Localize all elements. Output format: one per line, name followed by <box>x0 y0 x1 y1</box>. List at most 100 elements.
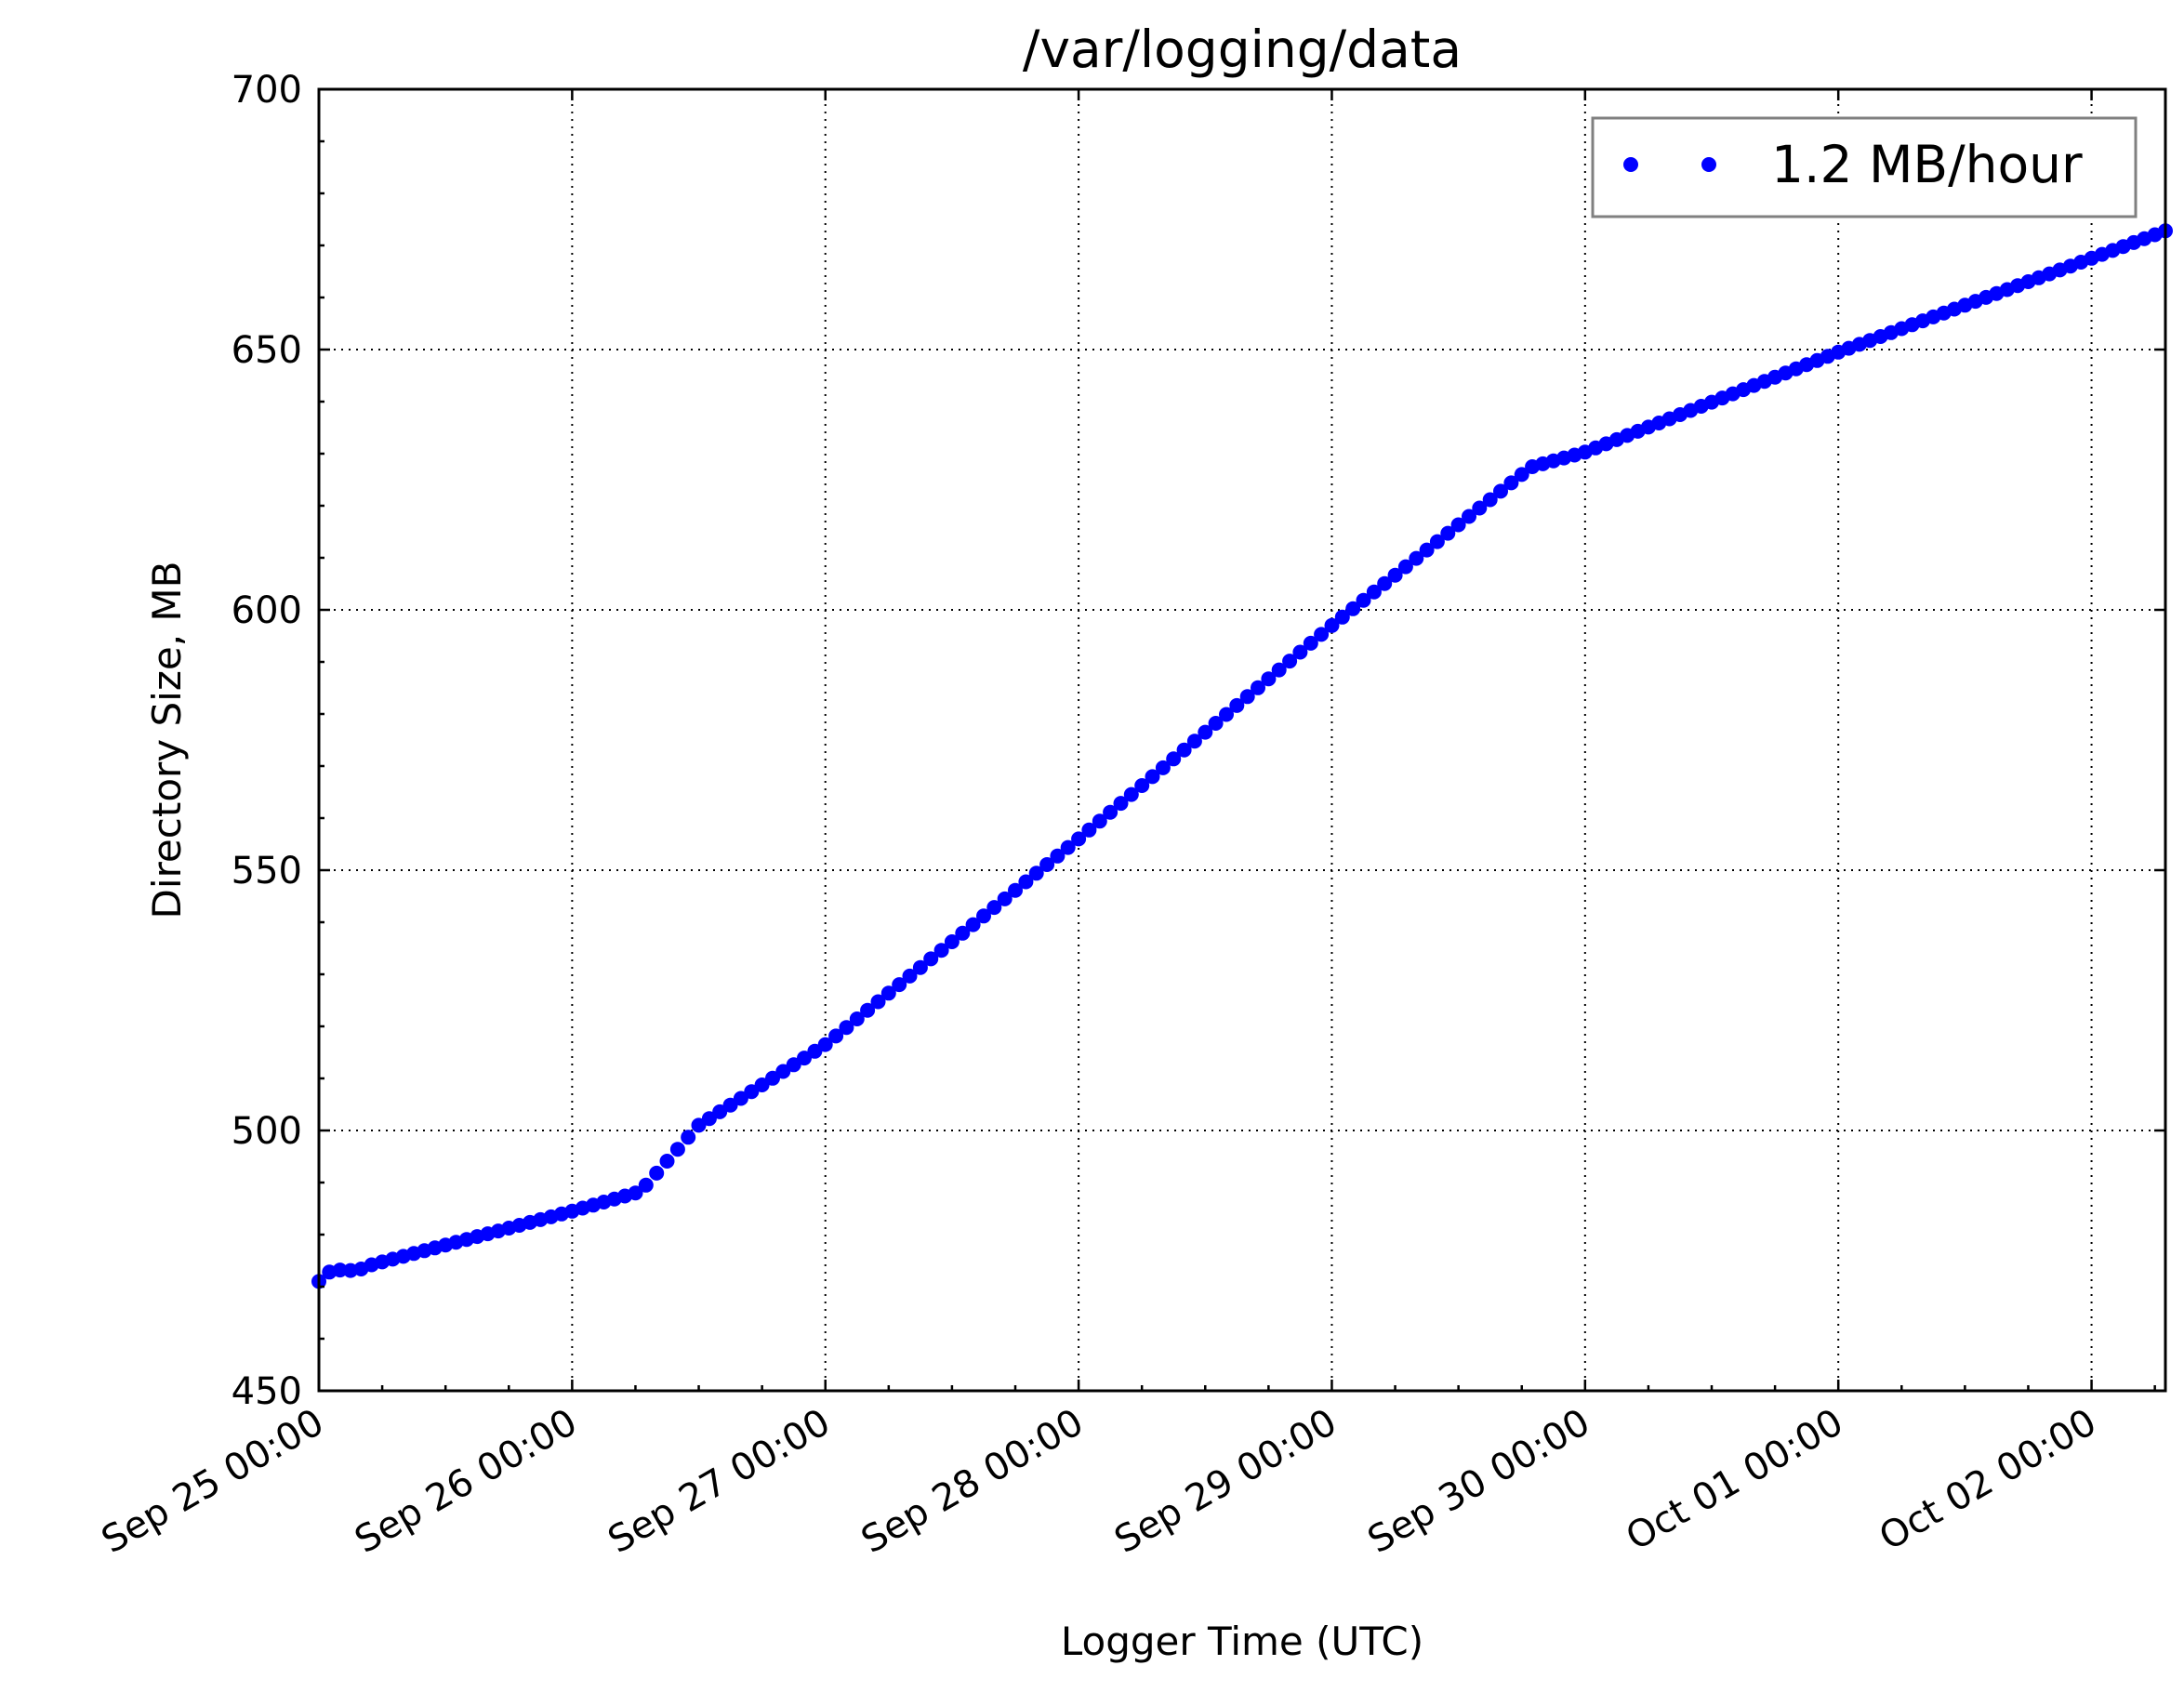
data-point <box>1503 475 1519 491</box>
data-point <box>1251 680 1265 695</box>
data-point <box>628 1185 643 1201</box>
data-point <box>986 900 1002 916</box>
data-point <box>1303 635 1318 651</box>
data-point <box>1314 627 1330 642</box>
x-tick-label: Sep 27 00:00 <box>602 1401 838 1562</box>
data-point <box>1397 559 1413 575</box>
data-point <box>1261 671 1277 687</box>
plot-frame <box>317 87 2167 1393</box>
data-point <box>860 1002 876 1018</box>
data-point <box>870 994 886 1010</box>
x-tick-label: Sep 28 00:00 <box>854 1401 1091 1562</box>
data-point <box>1081 822 1097 838</box>
data-point <box>912 959 928 975</box>
data-point <box>1356 592 1371 608</box>
data-point <box>1366 584 1382 600</box>
data-point <box>1134 778 1150 793</box>
data-point <box>1409 550 1424 566</box>
data-point <box>1450 517 1466 533</box>
data-point <box>976 908 991 924</box>
data-point <box>892 977 907 993</box>
data-point <box>839 1020 854 1036</box>
x-axis-label: Logger Time (UTC) <box>1061 1619 1423 1664</box>
data-point <box>1239 689 1255 705</box>
x-tick-label: Sep 29 00:00 <box>1107 1401 1343 1562</box>
x-tick-label: Sep 30 00:00 <box>1361 1401 1597 1562</box>
data-point <box>1334 609 1350 625</box>
data-point <box>659 1154 675 1169</box>
data-point <box>1292 644 1308 660</box>
data-point <box>1113 796 1129 812</box>
data-point <box>691 1117 707 1133</box>
x-tick-label: Sep 26 00:00 <box>348 1401 584 1562</box>
data-point <box>1166 751 1182 767</box>
data-point <box>1198 724 1213 740</box>
data-point <box>701 1111 717 1127</box>
data-point <box>1028 866 1044 881</box>
data-point <box>1271 662 1287 678</box>
data-point <box>923 951 939 967</box>
y-tick-label: 650 <box>232 329 302 372</box>
data-point <box>1377 575 1393 591</box>
grid-lines <box>319 89 2165 1391</box>
data-point <box>1482 492 1498 508</box>
data-point <box>1229 697 1245 713</box>
data-point <box>1018 874 1034 890</box>
data-point <box>1208 716 1224 731</box>
data-point <box>1060 839 1076 855</box>
data-point <box>775 1064 791 1079</box>
data-point <box>1186 734 1202 749</box>
x-tick-labels: Sep 25 00:00 Sep 26 00:00 Sep 27 00:00 Sep … <box>95 1401 2104 1562</box>
data-point <box>828 1028 844 1044</box>
data-point <box>1345 601 1361 616</box>
legend: 1.2 MB/hour <box>1591 116 2138 218</box>
data-point <box>1462 509 1476 524</box>
data-point <box>817 1037 833 1052</box>
data-point <box>1282 654 1298 669</box>
data-point <box>933 943 949 958</box>
data-point <box>1429 534 1445 549</box>
data-point <box>1493 483 1508 499</box>
data-point <box>1387 567 1403 583</box>
legend-label: 1.2 MB/hour <box>1771 135 2083 194</box>
y-tick-label: 550 <box>232 850 302 892</box>
data-point <box>1071 831 1087 847</box>
data-point <box>1008 882 1023 898</box>
y-tick-label: 600 <box>232 589 302 632</box>
y-tick-label: 700 <box>232 69 302 112</box>
data-point <box>669 1142 685 1157</box>
x-tick-label: Sep 25 00:00 <box>95 1401 331 1562</box>
data-point <box>1050 848 1066 864</box>
series-points <box>311 223 2173 1289</box>
data-point <box>1039 857 1055 872</box>
data-point <box>1419 542 1435 558</box>
data-point <box>1472 500 1488 516</box>
data-point <box>965 917 981 932</box>
data-point <box>1514 467 1529 482</box>
x-tick-label: Oct 01 00:00 <box>1619 1401 1850 1559</box>
data-point <box>638 1177 654 1193</box>
data-point <box>332 1262 348 1278</box>
data-point <box>955 925 971 941</box>
data-point <box>880 985 896 1001</box>
y-tick-label: 450 <box>232 1370 302 1413</box>
data-point <box>902 968 918 984</box>
data-point <box>1219 707 1234 722</box>
data-point <box>754 1077 770 1092</box>
data-point <box>1324 617 1340 633</box>
data-point <box>1176 742 1192 758</box>
data-point <box>733 1091 748 1106</box>
data-point <box>997 891 1013 906</box>
legend-marker-2 <box>1701 157 1716 172</box>
data-point <box>1440 525 1456 541</box>
data-point <box>1092 813 1107 829</box>
legend-marker-1 <box>1623 157 1638 172</box>
y-axis-label: Directory Size, MB <box>144 562 190 919</box>
data-point <box>649 1165 665 1181</box>
y-tick-label: 500 <box>232 1110 302 1153</box>
chart-title: /var/logging/data <box>1023 20 1462 79</box>
data-point <box>797 1051 812 1066</box>
y-tick-labels: 450 500 550 600 650 700 <box>232 69 302 1413</box>
data-point <box>1145 769 1160 785</box>
